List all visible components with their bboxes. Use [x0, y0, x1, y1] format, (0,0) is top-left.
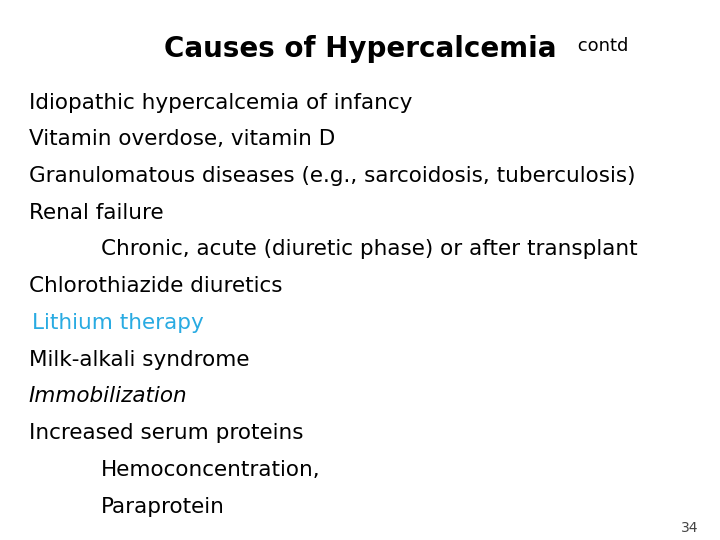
Text: Milk-alkali syndrome: Milk-alkali syndrome [29, 349, 249, 370]
Text: Idiopathic hypercalcemia of infancy: Idiopathic hypercalcemia of infancy [29, 92, 412, 113]
Text: Chronic, acute (diuretic phase) or after transplant: Chronic, acute (diuretic phase) or after… [101, 239, 637, 260]
Text: Chlorothiazide diuretics: Chlorothiazide diuretics [29, 276, 282, 296]
Text: Causes of Hypercalcemia: Causes of Hypercalcemia [163, 35, 557, 63]
Text: Granulomatous diseases (e.g., sarcoidosis, tuberculosis): Granulomatous diseases (e.g., sarcoidosi… [29, 166, 635, 186]
Text: Increased serum proteins: Increased serum proteins [29, 423, 303, 443]
Text: Lithium therapy: Lithium therapy [32, 313, 204, 333]
Text: Immobilization: Immobilization [29, 386, 187, 407]
Text: 34: 34 [681, 521, 698, 535]
Text: Hemoconcentration,: Hemoconcentration, [101, 460, 320, 480]
Text: Vitamin overdose, vitamin D: Vitamin overdose, vitamin D [29, 129, 335, 150]
Text: Paraprotein: Paraprotein [101, 496, 225, 517]
Text: contd: contd [572, 37, 629, 55]
Text: Renal failure: Renal failure [29, 202, 163, 223]
